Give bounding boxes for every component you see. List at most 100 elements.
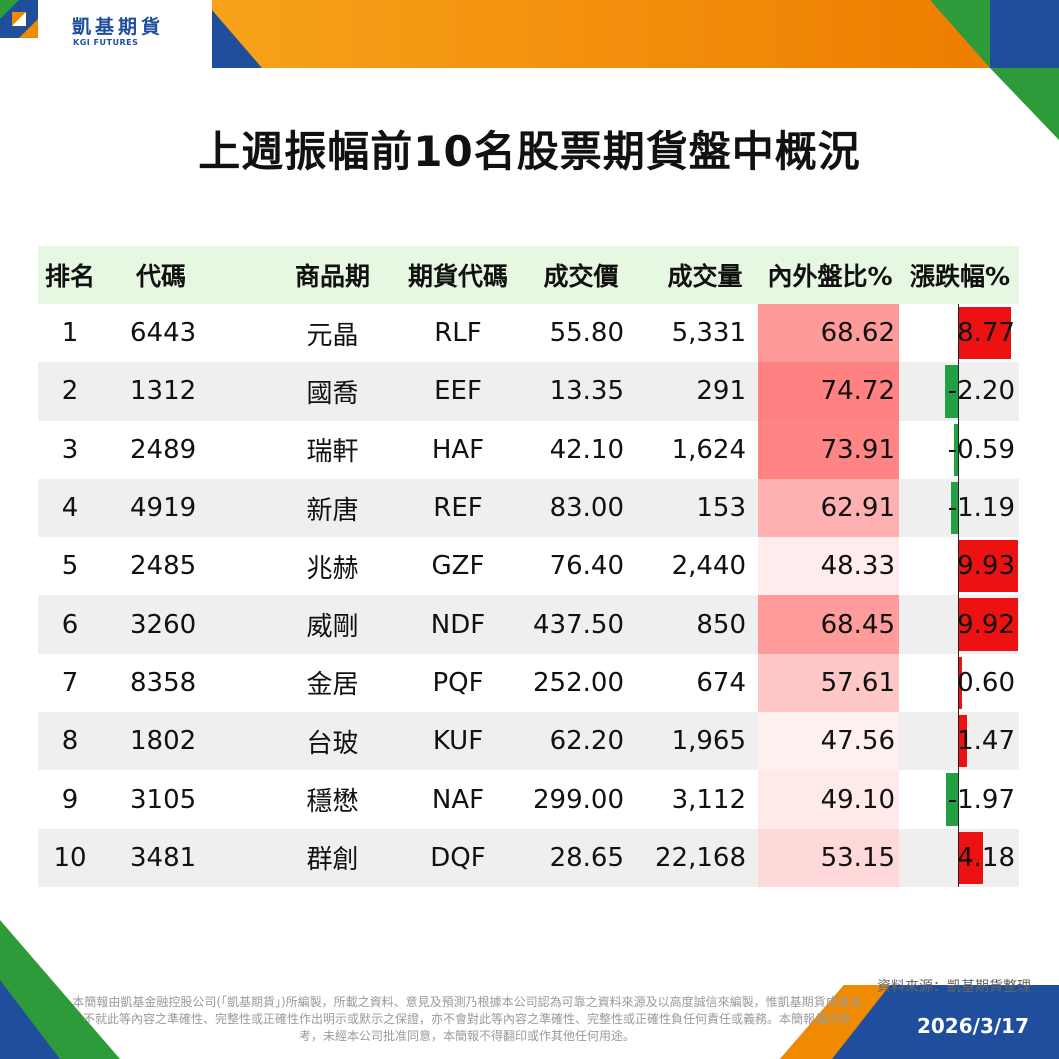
change-cell: 0.60 (899, 654, 1019, 712)
kgi-logo-icon (0, 0, 38, 38)
ratio-heat-cell (758, 537, 899, 596)
rank-cell: 8 (61, 726, 79, 757)
change-cell: -1.19 (899, 479, 1019, 537)
name-cell: 瑞軒 (306, 437, 359, 468)
code-cell: 6443 (130, 318, 197, 349)
change-axis (958, 595, 959, 654)
code-cell: 8358 (130, 667, 197, 698)
table-row: 1 6443 元晶 RLF 55.80 5,331 68.62 8.77 (38, 304, 1019, 363)
futures-code-cell: KUF (432, 726, 484, 757)
price-cell: 437.50 (533, 609, 624, 640)
ratio-heat-cell (758, 828, 899, 887)
price-cell: 76.40 (549, 551, 624, 582)
price-cell: 83.00 (549, 493, 624, 524)
futures-code-cell: PQF (432, 667, 484, 698)
volume-cell: 153 (696, 493, 746, 524)
change-value: -2.20 (947, 376, 1015, 407)
header-code: 代碼 (136, 262, 187, 291)
ratio-heat-cell (758, 770, 899, 829)
rank-cell: 5 (61, 551, 79, 582)
page-title: 上週振幅前10名股票期貨盤中概況 (198, 127, 861, 176)
ratio-cell: 57.61 (758, 654, 899, 712)
ratio-cell: 49.10 (758, 770, 899, 828)
table-row: 4 4919 新唐 REF 83.00 153 62.91 -1.19 (38, 478, 1019, 538)
ratio-heat-cell (758, 478, 899, 538)
change-value: -1.19 (947, 493, 1015, 524)
change-bar (950, 481, 958, 535)
price-cell: 42.10 (549, 434, 624, 465)
table-row: 9 3105 穩懋 NAF 299.00 3,112 49.10 -1.97 (38, 770, 1019, 829)
report-date: 2026/3/17 (916, 1014, 1029, 1038)
ratio-value: 47.56 (820, 726, 895, 757)
futures-code-cell: RLF (434, 318, 482, 349)
header-rank: 排名 (44, 262, 95, 291)
ratio-value: 49.10 (820, 784, 895, 815)
change-bar (958, 307, 1011, 360)
volume-cell: 850 (696, 609, 746, 640)
volume-cell: 3,112 (671, 784, 746, 815)
change-axis (958, 712, 959, 771)
rank-cell: 1 (61, 318, 79, 349)
change-value: 1.47 (957, 726, 1015, 757)
volume-cell: 1,624 (671, 434, 746, 465)
price-cell: 299.00 (533, 784, 624, 815)
brand-name-en: KGI FUTURES (73, 38, 139, 47)
brand-name: 凱基期貨 (72, 16, 165, 38)
change-bar (946, 773, 958, 826)
ratio-heat-cell (758, 304, 899, 363)
ratio-cell: 68.45 (758, 595, 899, 653)
price-cell: 62.20 (549, 726, 624, 757)
ratio-cell: 62.91 (758, 479, 899, 537)
change-cell: -1.97 (899, 770, 1019, 828)
change-bar (958, 540, 1018, 593)
table-row: 6 3260 威剛 NDF 437.50 850 68.45 9.92 (38, 595, 1019, 654)
futures-code-cell: REF (433, 493, 483, 524)
volume-cell: 291 (696, 376, 746, 407)
header-volume: 成交量 (667, 262, 743, 291)
ratio-cell: 74.72 (758, 362, 899, 420)
table-row: 2 1312 國喬 EEF 13.35 291 74.72 -2.20 (38, 362, 1019, 421)
change-cell: 8.77 (899, 304, 1019, 362)
header-change: 漲跌幅% (909, 262, 1011, 291)
name-cell: 新唐 (306, 495, 359, 526)
futures-table: 排名 代碼 商品期 期貨代碼 成交價 成交量 內外盤比% 漲跌幅% 1 6443 元… (38, 246, 1019, 887)
table-row: 8 1802 台玻 KUF 62.20 1,965 47.56 1.47 (38, 712, 1019, 771)
change-value: -0.59 (947, 434, 1015, 465)
rank-cell: 3 (61, 434, 79, 465)
ratio-heat-cell (758, 595, 899, 654)
change-value: 8.77 (957, 318, 1015, 349)
header-price: 成交價 (543, 262, 619, 291)
change-cell: 4.18 (899, 829, 1019, 887)
corner-decoration-left (0, 920, 120, 1059)
change-bar (958, 831, 984, 884)
futures-code-cell: EEF (434, 376, 482, 407)
rank-cell: 4 (61, 493, 79, 524)
change-value: 4.18 (957, 842, 1015, 873)
ratio-value: 73.91 (820, 434, 895, 465)
volume-cell: 2,440 (671, 551, 746, 582)
rank-cell: 9 (61, 784, 79, 815)
ratio-value: 48.33 (820, 551, 895, 582)
ratio-cell: 53.15 (758, 829, 899, 887)
name-cell: 威剛 (306, 612, 359, 643)
rank-cell: 6 (61, 609, 79, 640)
price-cell: 28.65 (549, 842, 624, 873)
logo: 凱基期貨 KGI FUTURES (0, 0, 212, 68)
ratio-value: 57.61 (820, 667, 895, 698)
ratio-cell: 48.33 (758, 537, 899, 595)
table-row: 3 2489 瑞軒 HAF 42.10 1,624 73.91 -0.59 (38, 420, 1019, 479)
code-cell: 3105 (130, 784, 197, 815)
change-cell: 9.92 (899, 595, 1019, 653)
rank-cell: 2 (61, 376, 79, 407)
ratio-value: 62.91 (820, 493, 895, 524)
header-ratio: 內外盤比% (767, 262, 893, 291)
table-row: 7 8358 金居 PQF 252.00 674 57.61 0.60 (38, 653, 1019, 713)
futures-code-cell: NDF (430, 609, 486, 640)
futures-code-cell: GZF (431, 551, 485, 582)
change-axis (958, 653, 959, 713)
header-futures-code: 期貨代碼 (407, 262, 508, 291)
ratio-heat-cell (758, 712, 899, 771)
change-bar (958, 715, 967, 768)
footer-banner (780, 985, 1059, 1059)
ratio-heat-cell (758, 653, 899, 713)
